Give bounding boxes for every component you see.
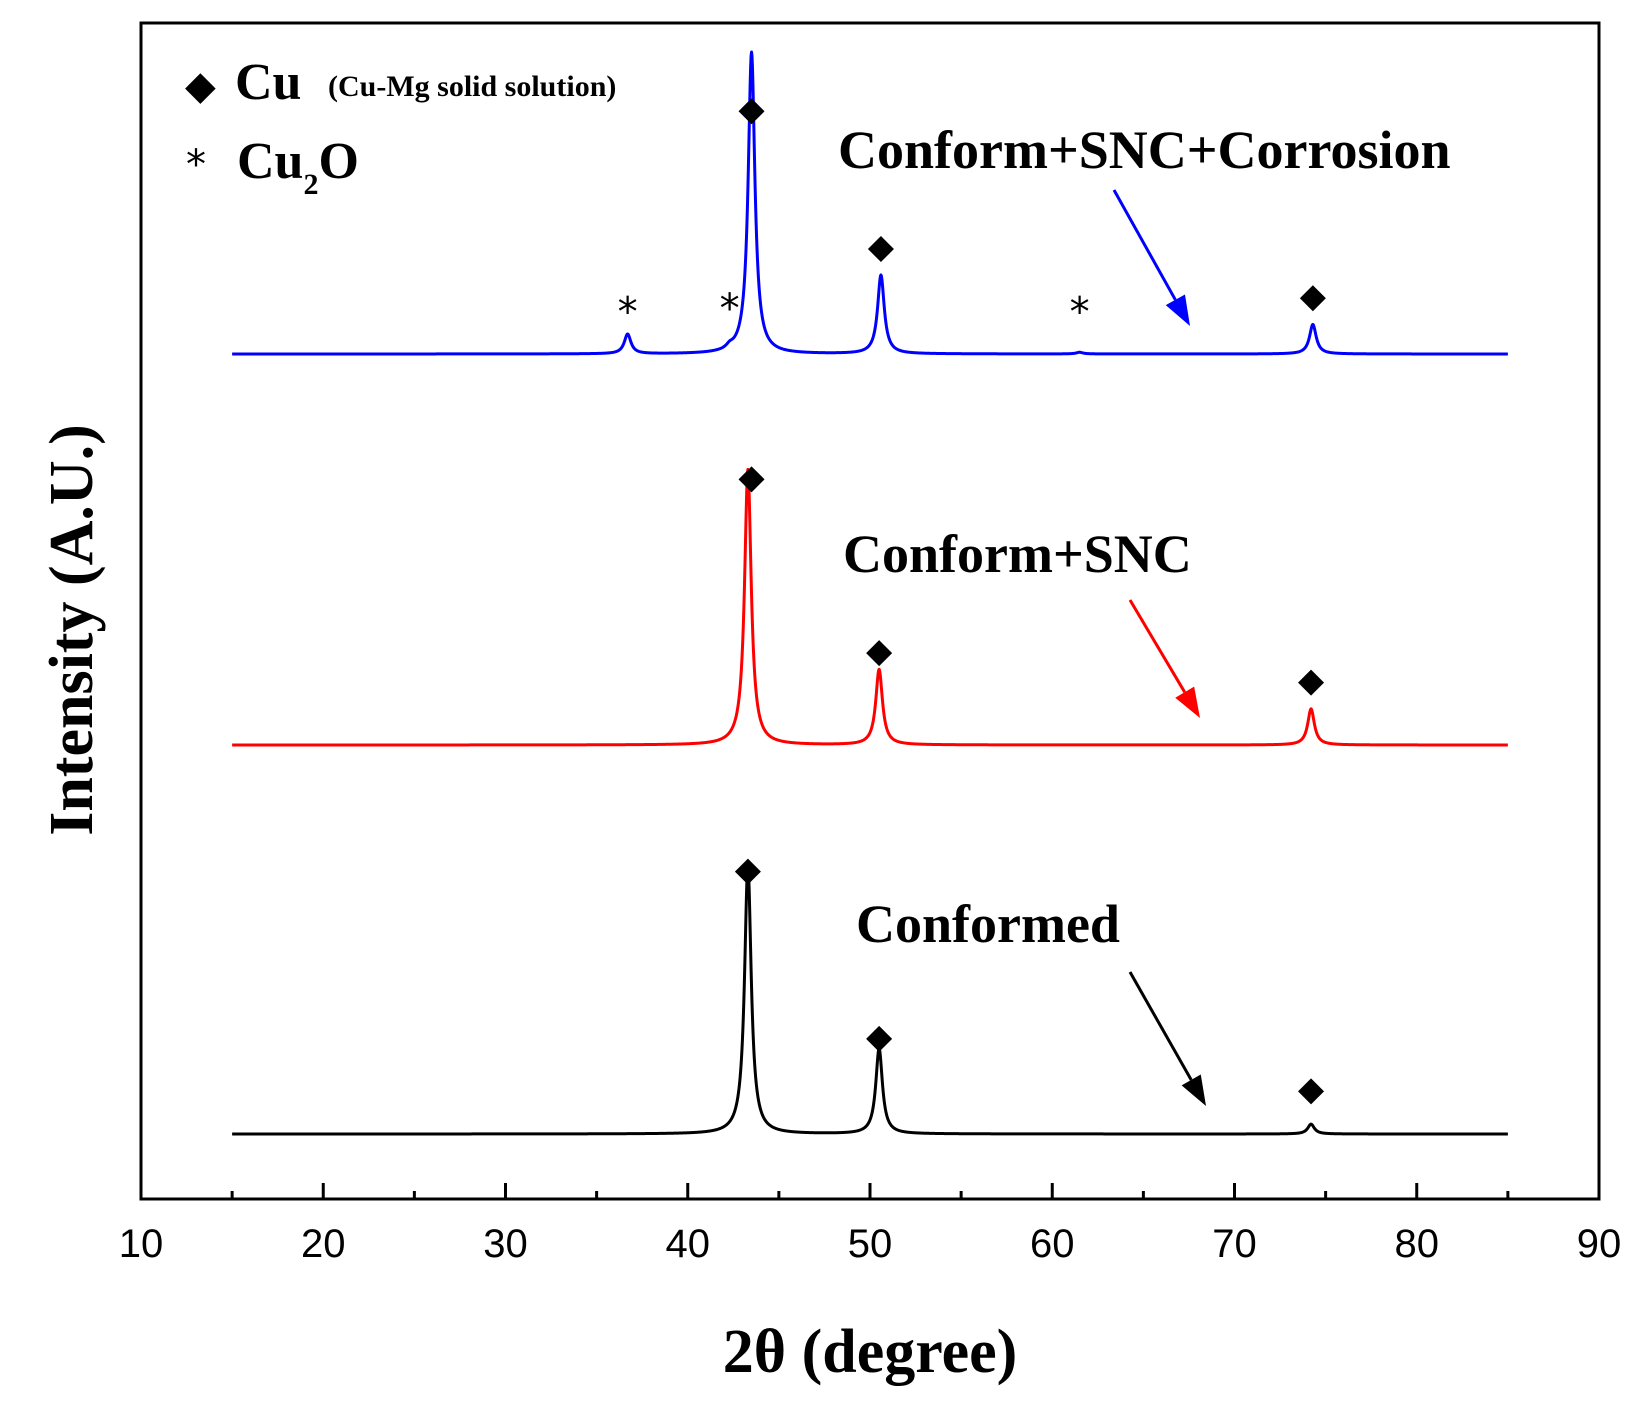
series-line-conform-snc xyxy=(231,467,1509,747)
y-axis-title: Intensity (A.U.) xyxy=(38,424,106,836)
legend-cu-note: (Cu-Mg solid solution) xyxy=(328,70,616,103)
x-tick-label: 90 xyxy=(1577,1222,1622,1266)
cu-peak-marker xyxy=(866,640,893,667)
series-annotation-label: Conformed xyxy=(856,894,1120,954)
legend-cu2o-label: Cu2O xyxy=(237,133,359,201)
cu-peak-marker xyxy=(1299,285,1326,312)
legend-cu2o-suffix: O xyxy=(318,133,358,190)
legend: ◆ Cu (Cu-Mg solid solution) * Cu2O xyxy=(185,54,616,201)
phase-markers: * * * xyxy=(618,98,1326,1105)
legend-cu2o-subscript: 2 xyxy=(303,168,318,201)
annotation-arrow-head xyxy=(1175,686,1200,718)
series-layer xyxy=(231,50,1509,1136)
annotation-arrow-shaft xyxy=(1112,189,1177,301)
annotation-arrow-shaft xyxy=(1128,599,1186,693)
legend-cu2o-base: Cu xyxy=(237,133,303,190)
x-tick-label: 10 xyxy=(119,1222,164,1266)
series-annotation-label: Conform+SNC xyxy=(843,524,1192,584)
series-line-conformed xyxy=(231,863,1509,1136)
cu-peak-marker xyxy=(1298,1078,1325,1105)
legend-diamond-icon: ◆ xyxy=(185,63,216,108)
cu-peak-marker xyxy=(1298,669,1325,696)
series-line-conform-snc-corrosion xyxy=(231,50,1509,356)
legend-asterisk-icon: * xyxy=(186,142,206,188)
x-tick-label: 40 xyxy=(666,1222,711,1266)
cu2o-peak-marker: * xyxy=(618,289,638,335)
x-tick-label: 70 xyxy=(1212,1222,1257,1266)
cu-peak-marker xyxy=(866,1025,893,1052)
x-tick-label: 20 xyxy=(301,1222,346,1266)
x-tick-label: 30 xyxy=(483,1222,528,1266)
annotation-arrow-head xyxy=(1165,294,1190,326)
cu2o-peak-marker: * xyxy=(1070,289,1090,335)
cu-peak-marker xyxy=(738,466,765,493)
x-axis-ticks: 10 20 30 40 50 60 70 80 90 xyxy=(119,1183,1622,1266)
cu-peak-marker xyxy=(734,858,761,885)
cu-peak-marker xyxy=(867,236,894,263)
annotation-arrow-head xyxy=(1181,1074,1206,1106)
annotation-arrow-shaft xyxy=(1128,971,1193,1081)
x-axis-title: 2θ (degree) xyxy=(723,1318,1018,1386)
x-tick-label: 60 xyxy=(1030,1222,1075,1266)
x-tick-label: 80 xyxy=(1395,1222,1440,1266)
series-annotation-label: Conform+SNC+Corrosion xyxy=(838,120,1451,180)
series-annotations: Conform+SNC+Corrosion Conform+SNC Conforme… xyxy=(838,120,1451,1106)
plot-frame xyxy=(139,21,1601,1201)
x-tick-label: 50 xyxy=(848,1222,893,1266)
cu-peak-marker xyxy=(738,98,765,125)
legend-cu-label: Cu xyxy=(235,54,301,111)
cu2o-peak-marker: * xyxy=(720,286,740,332)
